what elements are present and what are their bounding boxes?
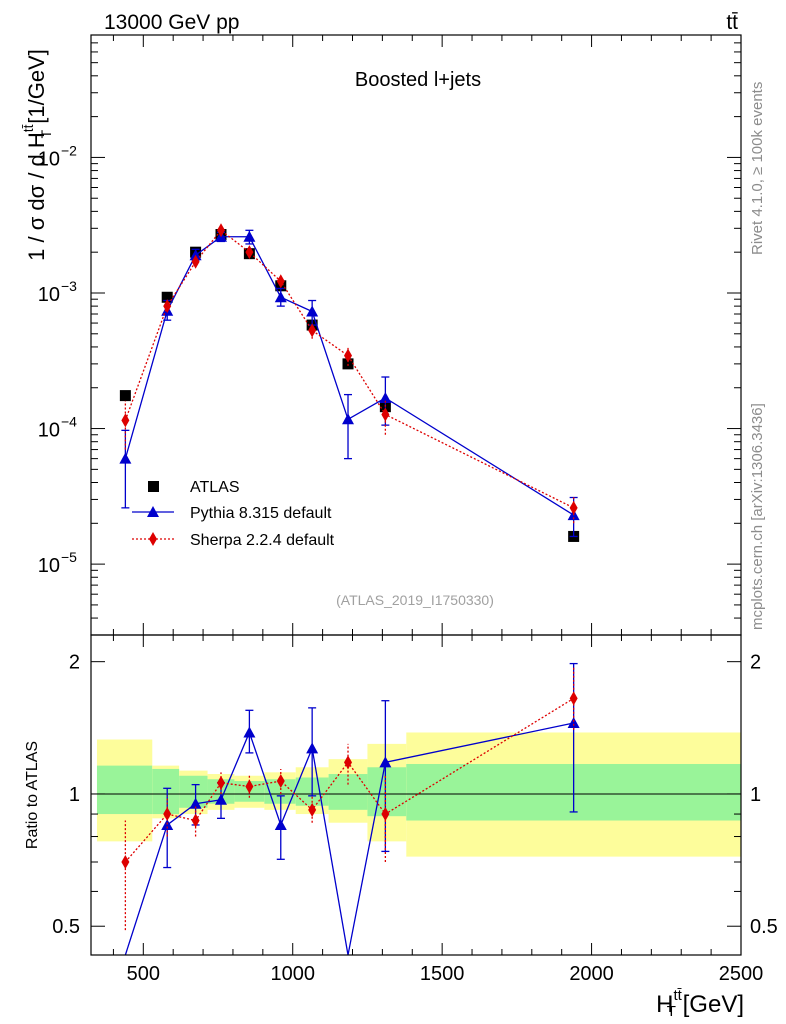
ratio-y-tick-label-right: 0.5	[750, 916, 778, 938]
data-point-sherpa	[308, 323, 317, 338]
data-point-sherpa	[217, 223, 225, 238]
x-tick-label: 500	[127, 963, 160, 985]
data-point-pythia	[306, 305, 319, 317]
y-label-sub: T	[38, 129, 54, 138]
ratio-series-sherpa	[121, 667, 578, 931]
ratio-line-pythia	[124, 722, 574, 956]
ratio-panel-frame	[90, 634, 742, 956]
ratio-band-inner	[96, 765, 153, 815]
data-point-sherpa	[191, 254, 200, 269]
header-process-label: tt̄	[726, 11, 738, 34]
data-point-pythia	[274, 291, 287, 303]
data-point-sherpa	[381, 407, 390, 422]
svg-text:1 / σ dσ / d Htt̄T [1/GeV]: 1 / σ dσ / d Htt̄T [1/GeV]	[20, 49, 54, 261]
x-tick-label: 1000	[270, 963, 315, 985]
ratio-point-sherpa	[381, 807, 390, 822]
rivet-version-label: Rivet 4.1.0, ≥ 100k events	[749, 82, 766, 255]
ratio-y-tick-label-left: 2	[69, 652, 80, 674]
data-point-sherpa	[245, 245, 254, 260]
ratio-point-pythia	[567, 717, 580, 729]
data-point-sherpa	[344, 348, 353, 363]
main-panel-frame	[90, 34, 742, 636]
data-point-sherpa	[163, 299, 172, 314]
data-point-sherpa	[276, 274, 285, 289]
x-axis-label: Htt̄ T [GeV]	[656, 987, 744, 1020]
x-tick-label: 1500	[420, 963, 465, 985]
y-tick-exponent: −2	[61, 142, 77, 158]
data-point-sherpa	[569, 500, 578, 515]
mcplots-label: mcplots.cern.ch [arXiv:1306.3436]	[749, 403, 766, 630]
x-tick-label: 2500	[719, 963, 764, 985]
x-label-main: H	[656, 991, 673, 1018]
header-energy-label: 13000 GeV pp	[104, 11, 239, 34]
y-tick-label: 10	[38, 420, 60, 442]
ratio-point-pythia	[189, 797, 202, 809]
data-point-atlas	[161, 291, 173, 303]
data-point-pythia	[243, 230, 256, 242]
ratio-point-sherpa	[308, 802, 317, 817]
data-point-pythia	[189, 249, 202, 261]
y-tick-exponent: −5	[61, 549, 77, 565]
data-point-pythia	[119, 452, 132, 464]
ratio-y-tick-label-left: 1	[69, 784, 80, 806]
y-tick-label: 10	[38, 555, 60, 577]
ratio-point-pythia	[379, 756, 392, 768]
ratio-point-sherpa	[276, 774, 285, 789]
x-label-sub: T	[667, 1003, 676, 1020]
legend-label-sherpa: Sherpa 2.2.4 default	[190, 532, 335, 549]
data-point-atlas	[119, 390, 131, 402]
ratio-y-tick-label-right: 2	[750, 652, 761, 674]
ratio-point-sherpa	[245, 779, 254, 794]
ratio-line-sherpa	[124, 697, 574, 863]
x-tick-label: 2000	[569, 963, 614, 985]
data-point-pythia	[379, 392, 392, 404]
data-point-sherpa	[121, 413, 130, 428]
series-pythia	[119, 229, 580, 538]
data-point-pythia	[342, 413, 355, 425]
y-tick-label: 10	[38, 148, 60, 170]
series-atlas	[119, 229, 580, 542]
ratio-y-tick-label-right: 1	[750, 784, 761, 806]
y-tick-exponent: −4	[61, 414, 77, 430]
y-tick-label: 10	[38, 284, 60, 306]
legend-marker-atlas	[148, 481, 159, 492]
y-label-main: 1 / σ dσ / d H	[24, 132, 49, 261]
ratio-band-inner	[152, 768, 180, 815]
x-label-sup: tt̄	[673, 987, 682, 1004]
legend-label-pythia: Pythia 8.315 default	[190, 505, 332, 522]
series-line-pythia	[124, 236, 574, 516]
ratio-point-pythia	[274, 818, 287, 830]
data-series	[119, 223, 580, 956]
ratio-point-sherpa	[569, 691, 578, 706]
chart-title: Boosted l+jets	[355, 69, 481, 91]
ratio-point-sherpa	[191, 813, 200, 828]
y-label-sup: tt̄	[20, 124, 36, 132]
ratio-point-pythia	[215, 793, 227, 805]
ratio-point-sherpa	[163, 807, 172, 822]
legend-marker-pythia	[147, 506, 159, 517]
ratio-point-sherpa	[344, 755, 353, 770]
legend-marker-sherpa	[149, 532, 157, 546]
ratio-band-inner	[367, 767, 407, 817]
y-label-unit: [1/GeV]	[24, 49, 49, 130]
legend: ATLAS Pythia 8.315 default Sherpa 2.2.4 …	[132, 479, 335, 549]
x-label-unit: [GeV]	[676, 991, 744, 1018]
main-y-axis-label: 1 / σ dσ / d Htt̄T [1/GeV]	[20, 49, 54, 261]
ratio-point-pythia	[306, 742, 319, 754]
ratio-y-tick-label-left: 0.5	[52, 916, 80, 938]
ratio-y-axis-label: Ratio to ATLAS	[24, 741, 41, 849]
series-sherpa	[121, 223, 578, 524]
legend-label-atlas: ATLAS	[190, 479, 240, 496]
ratio-point-sherpa	[121, 855, 130, 870]
y-tick-exponent: −3	[61, 278, 77, 294]
ratio-point-pythia	[243, 726, 256, 738]
ratio-point-sherpa	[217, 775, 225, 790]
analysis-id-label: (ATLAS_2019_I1750330)	[336, 592, 494, 608]
